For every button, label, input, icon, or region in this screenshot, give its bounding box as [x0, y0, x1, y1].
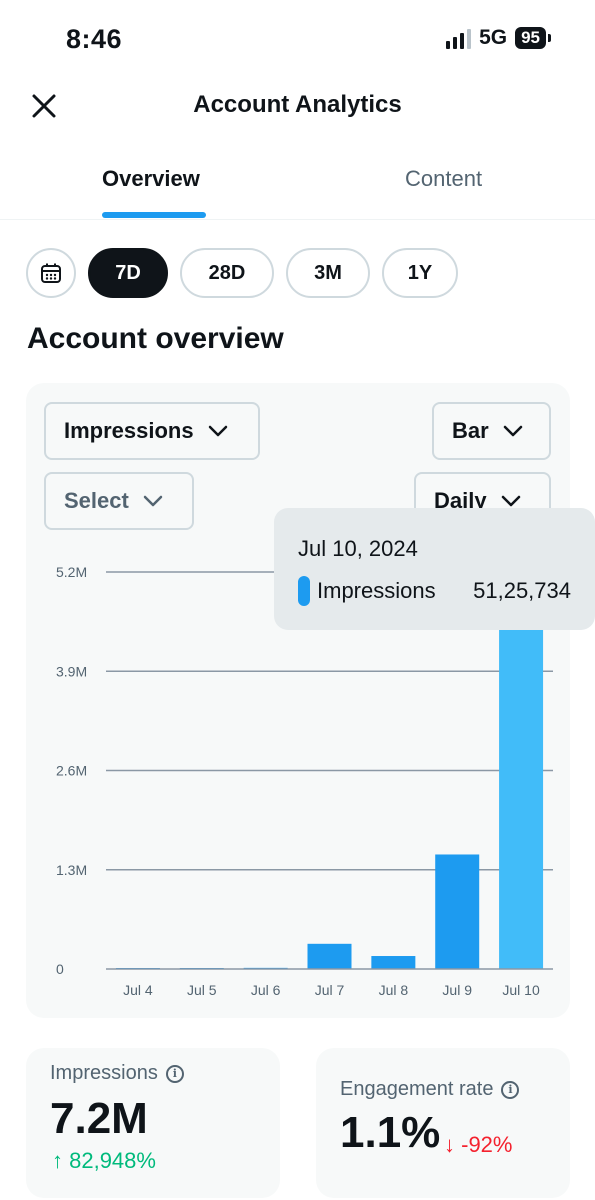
battery-icon: 95	[515, 27, 546, 49]
tooltip-date: Jul 10, 2024	[298, 536, 418, 561]
x-tick-label: Jul 8	[379, 982, 409, 998]
y-tick-label: 0	[56, 961, 64, 977]
chevron-down-icon	[143, 495, 163, 507]
tooltip-value: 51,25,734	[473, 578, 571, 603]
battery-cap	[548, 34, 551, 42]
y-tick-label: 1.3M	[56, 862, 87, 878]
metric-dropdown[interactable]: Impressions	[44, 402, 260, 460]
engagement-label: Engagement rate	[340, 1078, 494, 1100]
chevron-down-icon	[501, 495, 520, 507]
chart-bar	[371, 956, 416, 969]
info-icon[interactable]: i	[501, 1080, 520, 1099]
chart-type-dropdown[interactable]: Bar	[432, 402, 551, 460]
impressions-label-row: Impressions i	[50, 1062, 184, 1085]
chevron-down-icon	[503, 425, 522, 437]
y-tick-label: 3.9M	[56, 663, 87, 679]
range-selector: 7D 28D 3M 1Y	[26, 248, 458, 298]
impressions-bar-chart: 0 1.3M 2.6M 3.9M 5.2M Jul 4 Jul 5 Jul 6 Jul 7 Jul…	[56, 564, 553, 998]
chart-bar	[307, 943, 352, 969]
tab-active-indicator	[102, 212, 206, 218]
impressions-label: Impressions	[50, 1062, 158, 1084]
chevron-down-icon	[208, 425, 227, 437]
close-icon[interactable]	[28, 90, 60, 122]
engagement-change: ↓ -92%	[444, 1132, 513, 1157]
range-chip-1y[interactable]: 1Y	[382, 248, 458, 298]
impressions-metric-card[interactable]: Impressions i 7.2M ↑ 82,948%	[26, 1048, 280, 1198]
y-tick-label: 2.6M	[56, 763, 87, 779]
x-tick-label: Jul 10	[502, 982, 540, 998]
status-indicators: 5G 95	[446, 26, 551, 50]
x-tick-label: Jul 9	[442, 982, 472, 998]
x-tick-label: Jul 5	[187, 982, 217, 998]
info-icon[interactable]: i	[165, 1064, 184, 1083]
chart-tooltip: Jul 10, 2024 Impressions 51,25,734	[274, 508, 595, 630]
engagement-value: 1.1%	[340, 1108, 441, 1157]
range-chip-28d[interactable]: 28D	[180, 248, 274, 298]
compare-dropdown-label: Select	[64, 488, 129, 513]
tooltip-series-swatch	[298, 576, 310, 606]
engagement-label-row: Engagement rate i	[340, 1078, 520, 1101]
tab-overview[interactable]: Overview	[102, 166, 200, 191]
x-tick-label: Jul 6	[251, 982, 281, 998]
tab-bar: Overview Content	[0, 150, 595, 220]
range-chip-3m[interactable]: 3M	[286, 248, 370, 298]
network-label: 5G	[479, 26, 508, 49]
x-tick-label: Jul 4	[123, 982, 153, 998]
y-tick-label: 5.2M	[56, 564, 87, 580]
impressions-change: ↑ 82,948%	[52, 1148, 156, 1173]
tooltip-series-name: Impressions	[317, 578, 436, 603]
tab-content[interactable]: Content	[405, 166, 483, 191]
section-title: Account overview	[27, 322, 284, 355]
calendar-icon	[41, 263, 61, 283]
chart-type-label: Bar	[452, 418, 489, 443]
status-time: 8:46	[66, 24, 123, 54]
range-chip-7d[interactable]: 7D	[88, 248, 168, 298]
page-title: Account Analytics	[193, 91, 402, 118]
chart-bar	[499, 577, 544, 969]
x-tick-label: Jul 7	[315, 982, 345, 998]
impressions-value: 7.2M	[50, 1094, 148, 1143]
signal-icon	[446, 27, 472, 49]
chart-bar	[435, 854, 480, 969]
compare-dropdown[interactable]: Select	[44, 472, 194, 530]
engagement-metric-card[interactable]: Engagement rate i 1.1% ↓ -92%	[316, 1048, 570, 1198]
calendar-button[interactable]	[26, 248, 76, 298]
metric-dropdown-label: Impressions	[64, 418, 194, 443]
